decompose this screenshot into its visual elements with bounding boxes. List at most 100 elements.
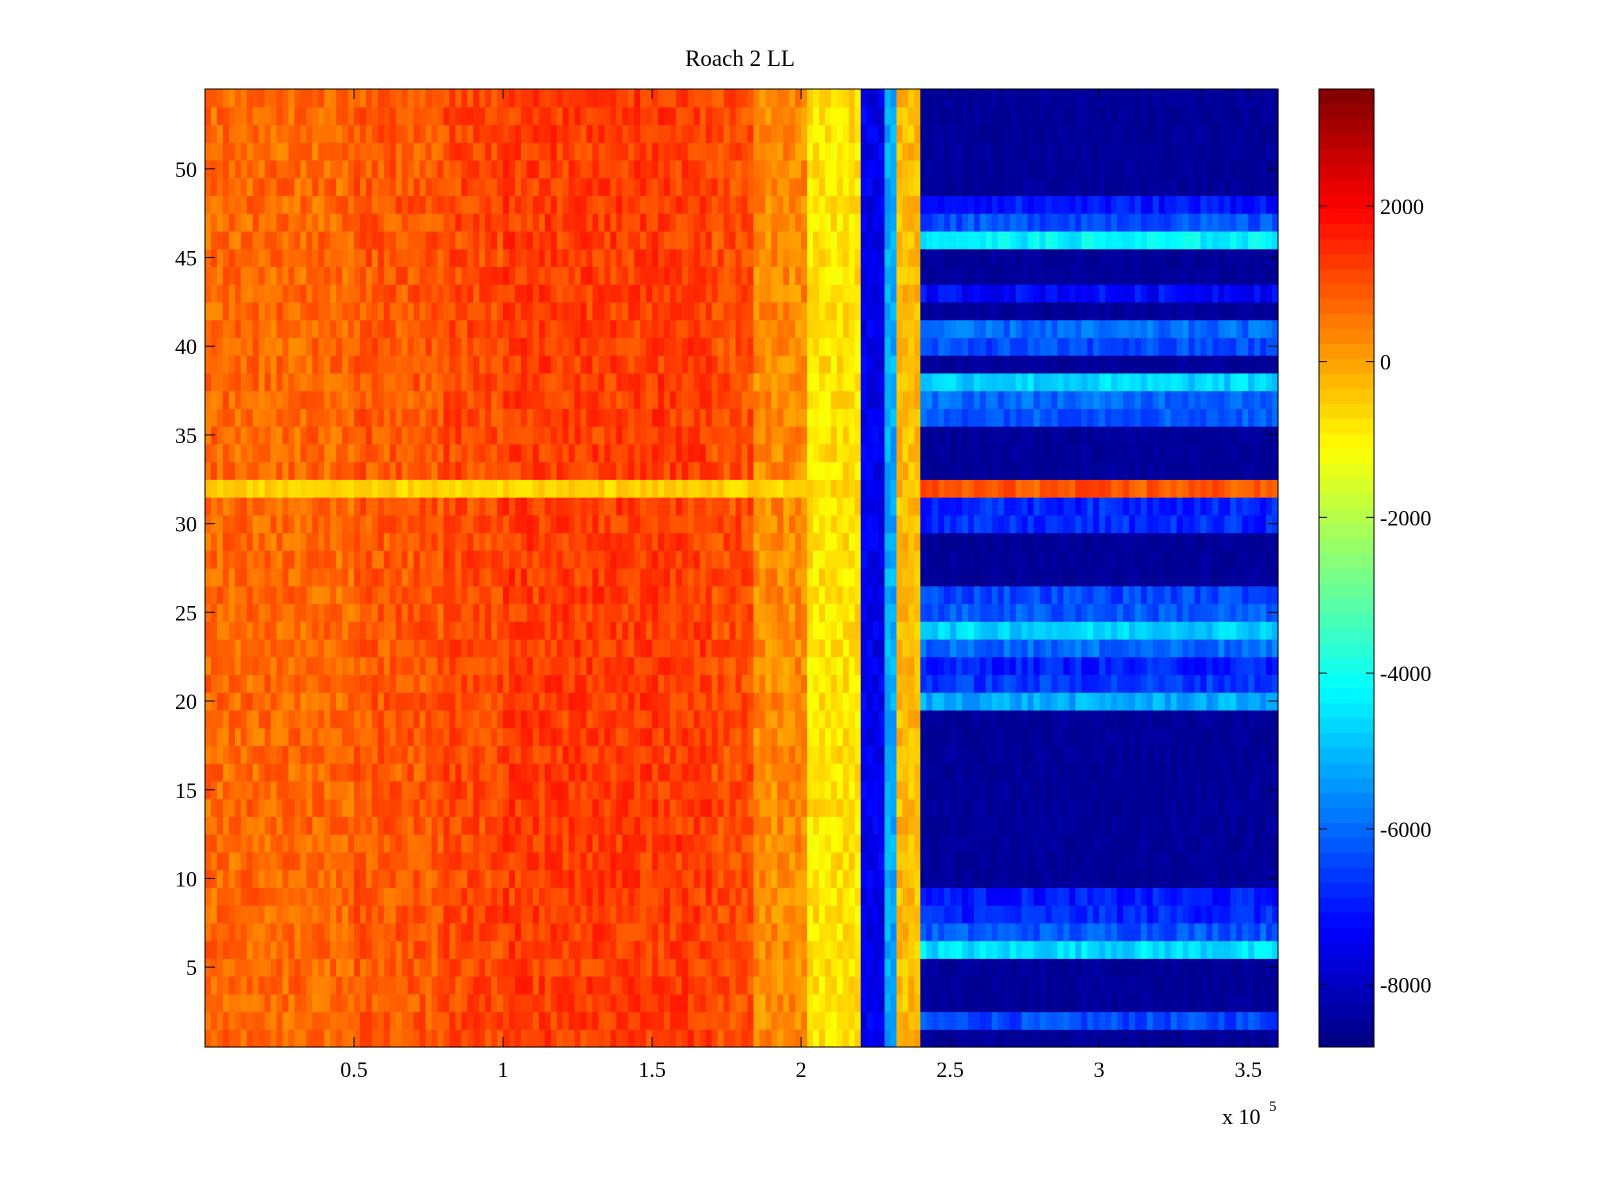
- heatmap-cell: [312, 887, 319, 906]
- heatmap-cell: [407, 1011, 415, 1030]
- heatmap-cell: [872, 798, 880, 817]
- heatmap-cell: [359, 887, 367, 906]
- heatmap-cell: [979, 550, 987, 569]
- heatmap-cell: [1033, 869, 1041, 888]
- heatmap-cell: [717, 851, 725, 871]
- heatmap-cell: [1003, 692, 1011, 711]
- heatmap-cell: [729, 727, 737, 747]
- heatmap-cell: [1117, 709, 1124, 729]
- heatmap-cell: [437, 976, 445, 995]
- heatmap-cell: [449, 656, 456, 676]
- heatmap-cell: [1093, 851, 1100, 871]
- heatmap-cell: [813, 727, 820, 747]
- heatmap-cell: [968, 922, 975, 942]
- heatmap-cell: [729, 958, 737, 977]
- heatmap-cell: [956, 958, 963, 977]
- heatmap-cell: [1021, 940, 1029, 959]
- heatmap-cell: [1111, 993, 1118, 1013]
- heatmap-cell: [1117, 692, 1124, 711]
- heatmap-cell: [699, 940, 707, 959]
- heatmap-cell: [556, 851, 564, 871]
- heatmap-cell: [592, 940, 600, 959]
- heatmap-cell: [1111, 692, 1118, 711]
- heatmap-cell: [1099, 568, 1106, 587]
- heatmap-cell: [550, 905, 558, 924]
- heatmap-cell: [842, 816, 850, 835]
- heatmap-cell: [687, 638, 695, 658]
- heatmap-cell: [866, 550, 874, 569]
- heatmap-cell: [801, 834, 808, 853]
- heatmap-cell: [544, 1011, 552, 1030]
- heatmap-cell: [1182, 1029, 1190, 1048]
- heatmap-cell: [926, 568, 933, 587]
- heatmap-cell: [956, 905, 963, 924]
- heatmap-cell: [258, 958, 266, 977]
- heatmap-cell: [836, 674, 844, 693]
- heatmap-cell: [1069, 656, 1076, 676]
- heatmap-cell: [1194, 940, 1202, 959]
- heatmap-cell: [699, 638, 707, 658]
- heatmap-cell: [526, 674, 534, 693]
- heatmap-cell: [711, 976, 719, 995]
- heatmap-cell: [866, 621, 874, 640]
- heatmap-cell: [312, 727, 319, 747]
- heatmap-cell: [950, 745, 957, 764]
- heatmap-cell: [550, 780, 558, 800]
- heatmap-cell: [747, 976, 755, 995]
- heatmap-cell: [741, 603, 749, 622]
- heatmap-cell: [222, 905, 230, 924]
- heatmap-cell: [1057, 905, 1064, 924]
- heatmap-cell: [449, 816, 456, 835]
- heatmap-cell: [580, 709, 588, 729]
- heatmap-cell: [1200, 727, 1208, 747]
- heatmap-cell: [401, 958, 409, 977]
- heatmap-cell: [264, 674, 272, 693]
- heatmap-cell: [646, 780, 653, 800]
- heatmap-cell: [646, 709, 653, 729]
- heatmap-cell: [664, 550, 671, 569]
- heatmap-cell: [574, 887, 582, 906]
- heatmap-cell: [264, 692, 272, 711]
- heatmap-cell: [407, 603, 415, 622]
- heatmap-cell: [783, 727, 790, 747]
- heatmap-cell: [1069, 638, 1076, 658]
- heatmap-cell: [1266, 940, 1273, 959]
- heatmap-cell: [282, 674, 290, 693]
- heatmap-cell: [240, 816, 248, 835]
- heatmap-cell: [1051, 585, 1059, 605]
- heatmap-cell: [312, 550, 319, 569]
- heatmap-cell: [497, 780, 504, 800]
- heatmap-cell: [359, 958, 367, 977]
- heatmap-cell: [336, 851, 343, 871]
- heatmap-cell: [962, 887, 969, 906]
- heatmap-cell: [818, 1011, 826, 1030]
- heatmap-cell: [479, 638, 486, 658]
- heatmap-cell: [1140, 834, 1148, 853]
- heatmap-cell: [276, 940, 284, 959]
- heatmap-cell: [1045, 745, 1053, 764]
- heatmap-cell: [890, 727, 898, 747]
- heatmap-cell: [1057, 922, 1064, 942]
- heatmap-cell: [616, 851, 623, 871]
- heatmap-cell: [1051, 887, 1059, 906]
- heatmap-cell: [872, 976, 880, 995]
- heatmap-cell: [1033, 656, 1041, 676]
- heatmap-cell: [1212, 798, 1219, 817]
- heatmap-cell: [1158, 869, 1166, 888]
- heatmap-cell: [324, 763, 331, 782]
- heatmap-cell: [777, 922, 784, 942]
- heatmap-cell: [1218, 692, 1225, 711]
- heatmap-cell: [568, 550, 576, 569]
- heatmap-cell: [765, 603, 772, 622]
- heatmap-cell: [598, 887, 605, 906]
- heatmap-cell: [246, 905, 254, 924]
- heatmap-cell: [497, 940, 504, 959]
- heatmap-cell: [258, 656, 266, 676]
- heatmap-cell: [866, 780, 874, 800]
- heatmap-cell: [1123, 763, 1130, 782]
- heatmap-cell: [300, 940, 307, 959]
- heatmap-cell: [324, 1011, 331, 1030]
- heatmap-cell: [1093, 727, 1100, 747]
- heatmap-cell: [264, 887, 272, 906]
- heatmap-cell: [914, 656, 921, 676]
